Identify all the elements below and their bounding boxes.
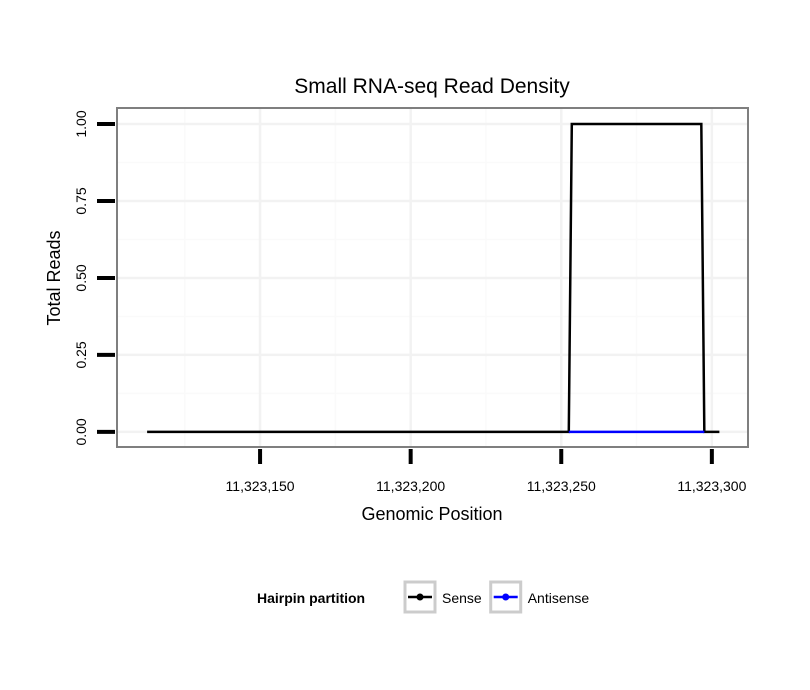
legend-label: Antisense (528, 590, 590, 606)
y-tick-label: 0.75 (73, 187, 89, 214)
chart-title: Small RNA-seq Read Density (294, 75, 570, 98)
x-tick-label: 11,323,300 (677, 478, 746, 494)
legend: Hairpin partition Sense Antisense (257, 580, 590, 614)
legend-point-icon (502, 593, 510, 601)
plot-panel-border (116, 107, 749, 448)
y-tick-label: 0.50 (73, 264, 89, 291)
legend-title: Hairpin partition (257, 590, 365, 606)
series-line-sense (147, 122, 720, 434)
legend-item-antisense: Antisense (489, 580, 590, 614)
x-axis-label: Genomic Position (361, 504, 502, 524)
y-tick-label: 1.00 (73, 110, 89, 137)
x-tick-label: 11,323,150 (226, 478, 295, 494)
legend-item-sense: Sense (403, 580, 482, 614)
y-axis: 0.00 0.25 0.50 0.75 1.00 (73, 110, 115, 446)
y-axis-label: Total Reads (44, 230, 64, 325)
legend-label: Sense (442, 590, 482, 606)
y-tick-label: 0.00 (73, 418, 89, 445)
x-tick-label: 11,323,250 (527, 478, 596, 494)
grid (117, 108, 748, 447)
legend-point-icon (416, 593, 424, 601)
x-axis: 11,323,150 11,323,200 11,323,250 11,323,300 (226, 449, 747, 494)
y-tick-label: 0.25 (73, 341, 89, 368)
series-layer (147, 122, 720, 434)
x-tick-label: 11,323,200 (376, 478, 445, 494)
